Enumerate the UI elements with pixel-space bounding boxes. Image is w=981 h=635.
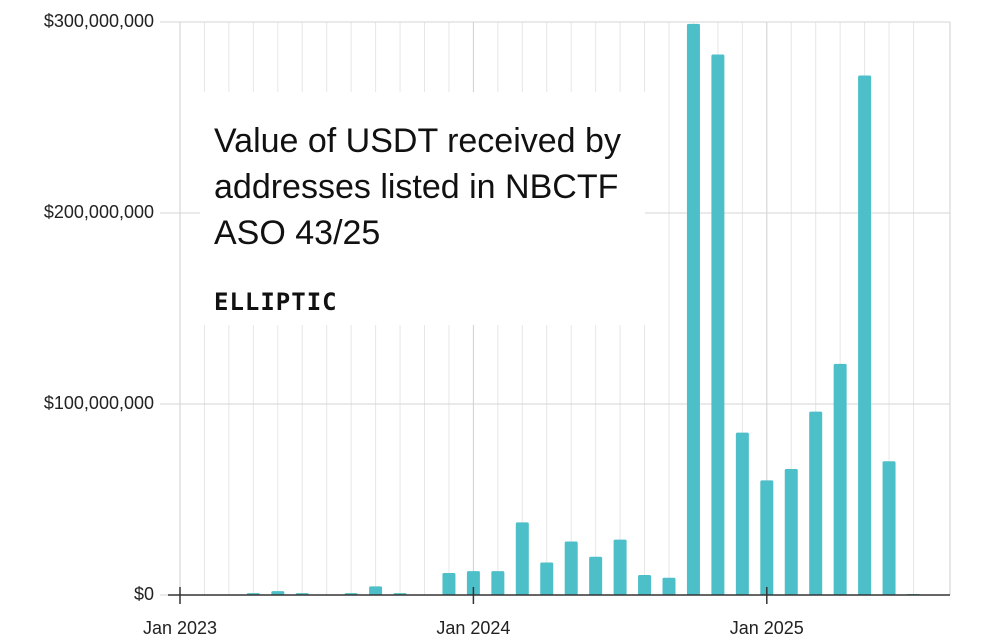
bar (515, 522, 529, 595)
bar (784, 468, 798, 595)
bar (638, 574, 652, 595)
bar (809, 411, 823, 595)
x-tick-label: Jan 2024 (436, 618, 510, 635)
bar (858, 75, 872, 596)
y-tick-label: $0 (134, 584, 154, 604)
bar (711, 54, 725, 596)
y-tick-label: $100,000,000 (44, 393, 154, 413)
logo: ELLIPTIC (214, 288, 338, 316)
bar (271, 591, 285, 595)
bar (760, 480, 774, 595)
bar (735, 432, 749, 595)
bar (369, 586, 383, 595)
x-tick-label: Jan 2025 (730, 618, 804, 635)
chart-title: Value of USDT received by addresses list… (214, 122, 621, 252)
bar (442, 573, 456, 595)
title-box: Value of USDT received by addresses list… (200, 92, 645, 325)
bar (686, 23, 700, 596)
y-tick-label: $300,000,000 (44, 11, 154, 31)
y-tick-label: $200,000,000 (44, 202, 154, 222)
bar (882, 461, 896, 595)
bar (613, 539, 627, 595)
bar (662, 577, 676, 595)
bar (491, 571, 505, 595)
bar (540, 562, 554, 595)
bar (466, 571, 480, 595)
x-tick-label: Jan 2023 (143, 618, 217, 635)
bar (589, 556, 603, 595)
bar (833, 363, 847, 595)
bar (564, 541, 578, 595)
